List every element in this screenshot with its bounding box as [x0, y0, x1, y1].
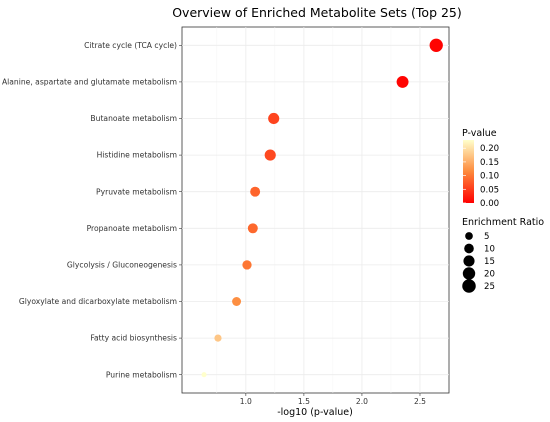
color-legend: P-value 0.20 0.15 0.10 0.05 0.00	[462, 128, 499, 209]
data-points	[201, 38, 443, 378]
y-tick-label: Fatty acid biosynthesis	[90, 334, 177, 343]
size-legend-label: 25	[484, 282, 495, 292]
data-point	[242, 260, 252, 270]
x-tick-label: 1.0	[240, 397, 252, 406]
plot-background	[181, 26, 450, 394]
color-legend-title: P-value	[462, 128, 497, 139]
color-legend-bar	[463, 140, 474, 203]
color-legend-tick-label: 0.00	[480, 199, 499, 209]
color-legend-tick-label: 0.15	[480, 158, 499, 168]
size-legend-title: Enrichment Ratio	[462, 217, 544, 228]
size-legend-label: 10	[484, 245, 495, 255]
y-tick-label: Alanine, aspartate and glutamate metabol…	[2, 78, 177, 87]
data-point	[268, 112, 280, 125]
y-tick-label: Glycolysis / Gluconeogenesis	[67, 261, 177, 270]
y-tick-label: Propanoate metabolism	[87, 224, 177, 233]
size-legend: Enrichment Ratio 5 10 15 20 25	[462, 217, 544, 293]
y-tick-label: Purine metabolism	[106, 370, 177, 379]
data-point	[214, 334, 222, 342]
y-tick-label: Butanoate metabolism	[90, 114, 177, 123]
data-point	[247, 223, 258, 234]
x-tick-label: 1.5	[298, 397, 310, 406]
size-legend-label: 15	[484, 257, 495, 267]
color-legend-tick-label: 0.20	[480, 144, 499, 154]
data-point	[232, 297, 242, 306]
data-point	[264, 149, 276, 161]
color-legend-tick-label: 0.10	[480, 172, 499, 182]
x-tick-label: 2.0	[356, 397, 368, 406]
color-legend-tick-label: 0.05	[480, 185, 499, 195]
size-legend-label: 5	[484, 232, 489, 242]
x-axis-ticks: 1.0 1.5 2.0 2.5	[240, 393, 426, 406]
data-point	[250, 186, 261, 197]
plot-panel	[181, 26, 450, 394]
size-legend-label: 20	[484, 270, 495, 280]
y-tick-label: Pyruvate metabolism	[96, 187, 177, 196]
data-point	[429, 38, 443, 52]
size-legend-dot	[462, 267, 476, 280]
size-legend-dot	[463, 255, 475, 267]
data-point	[201, 372, 207, 378]
size-legend-dot	[462, 279, 476, 293]
x-axis-label: -log10 (p-value)	[277, 407, 353, 418]
data-point	[396, 75, 409, 88]
chart-title: Overview of Enriched Metabolite Sets (To…	[172, 5, 462, 20]
x-tick-label: 2.5	[414, 397, 426, 406]
y-tick-label: Citrate cycle (TCA cycle)	[84, 41, 177, 50]
y-tick-label: Histidine metabolism	[97, 151, 177, 160]
y-axis-labels: Citrate cycle (TCA cycle) Alanine, aspart…	[2, 41, 182, 379]
size-legend-dot	[464, 243, 474, 254]
size-legend-dot	[465, 232, 473, 240]
gridlines	[182, 27, 449, 393]
y-tick-label: Glyoxylate and dicarboxylate metabolism	[19, 297, 177, 306]
